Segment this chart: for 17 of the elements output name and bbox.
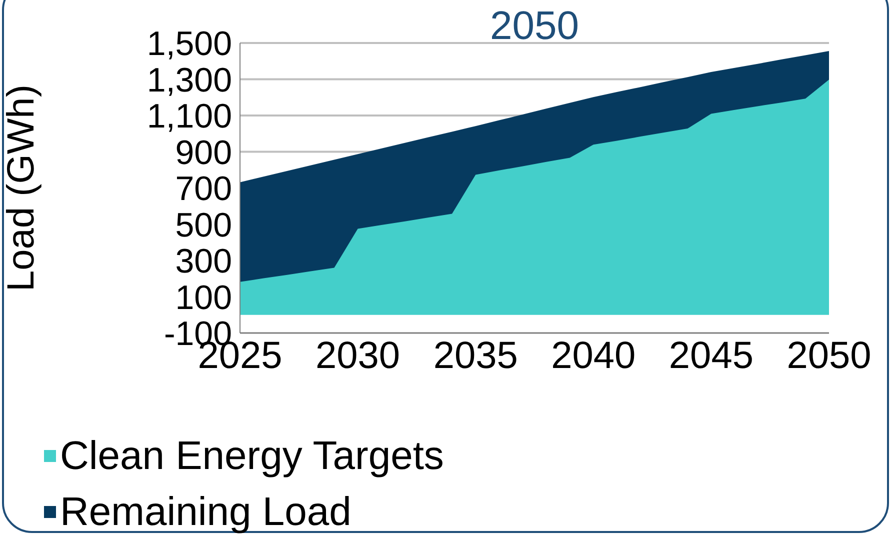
x-tick-label: 2035 <box>433 334 518 377</box>
y-tick-label: 700 <box>175 170 232 208</box>
x-tick-label: 2040 <box>551 334 636 377</box>
y-tick-label: 300 <box>175 242 232 281</box>
x-tick-label: 2045 <box>668 334 754 377</box>
chart-title: 2050 <box>489 4 580 48</box>
y-tick-label: 1,300 <box>146 61 232 100</box>
x-tick-label: 2050 <box>786 334 872 377</box>
y-tick-label: 900 <box>175 134 232 172</box>
y-tick-label: 100 <box>175 278 232 317</box>
y-tick-label: 1,100 <box>146 98 232 136</box>
y-axis-title: Load (GWh) <box>0 84 42 292</box>
legend-label: Remaining Load <box>60 490 352 534</box>
x-tick-label: 2030 <box>316 334 400 377</box>
legend-label: Clean Energy Targets <box>60 434 444 478</box>
y-tick-label: 1,500 <box>146 25 232 64</box>
y-tick-label: 500 <box>175 206 232 244</box>
